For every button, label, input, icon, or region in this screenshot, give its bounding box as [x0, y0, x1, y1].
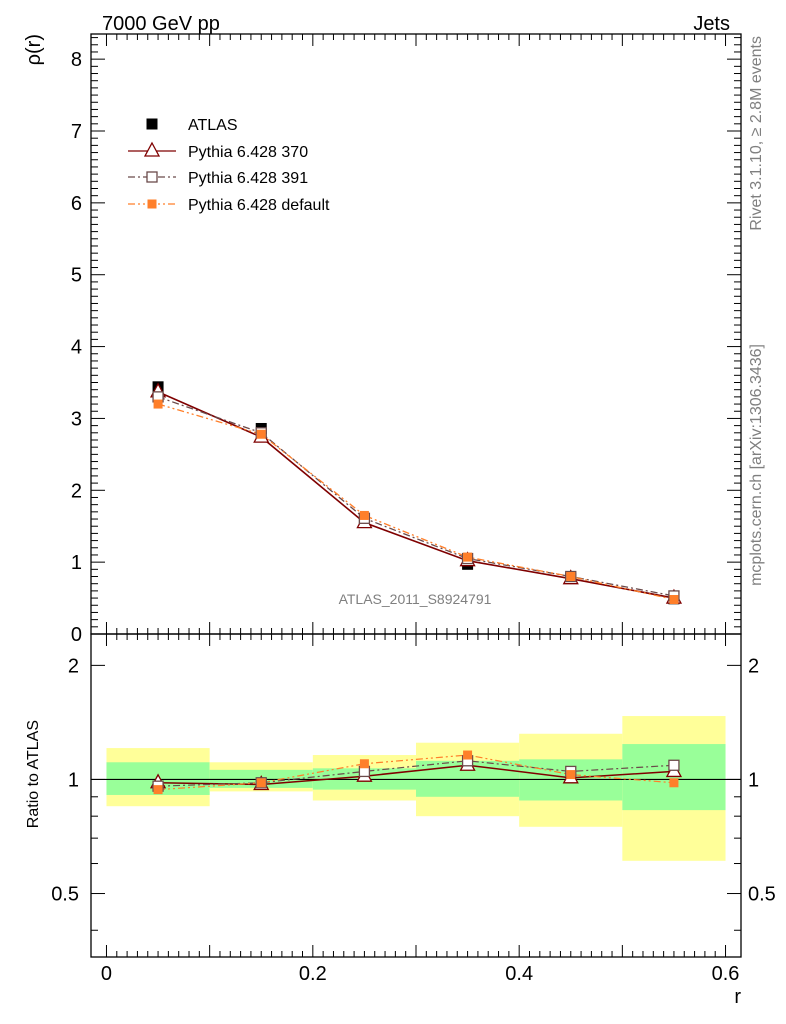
y-tick-label: 1 — [71, 552, 82, 574]
plot-layer: 0 0.2 0.4 0.6 0 1 2 3 4 5 6 7 8 0.5 0.5 1 1 2 2 ATLAS Pythia… — [51, 33, 776, 985]
analysis-label: ATLAS_2011_S8924791 — [339, 591, 492, 607]
ratio-2-point — [668, 759, 680, 771]
series-line-2 — [157, 396, 675, 597]
x-tick-label: 0 — [101, 963, 112, 985]
ratio-tick-label-right: 0.5 — [748, 884, 776, 906]
title-right: Jets — [693, 13, 730, 35]
series-3-point — [256, 429, 266, 439]
inner-uncertainty-band — [622, 744, 726, 811]
series-line-1 — [157, 391, 675, 599]
ratio-3-point — [256, 778, 266, 788]
series-3-point — [359, 510, 369, 520]
ratio-tick-label: 2 — [68, 655, 79, 677]
legend-label-1: Pythia 6.428 370 — [188, 144, 308, 161]
y-tick-label: 6 — [71, 193, 82, 215]
ratio-tick-label-right: 1 — [748, 769, 759, 791]
x-axis-label: r — [734, 986, 741, 1008]
legend-label-2: Pythia 6.428 391 — [188, 170, 308, 187]
y-tick-label: 2 — [71, 480, 82, 502]
ratio-y-axis-label: Ratio to ATLAS — [25, 720, 42, 828]
ratio-tick-label: 1 — [68, 769, 79, 791]
x-tick-label: 0.4 — [505, 963, 533, 985]
ratio-3-point — [359, 759, 369, 769]
legend: ATLAS Pythia 6.428 370 Pythia 6.428 391 Pyt… — [128, 117, 330, 214]
y-tick-label: 8 — [71, 49, 82, 71]
title-left: 7000 GeV pp — [102, 13, 220, 35]
rivet-label: Rivet 3.1.10, ≥ 2.8M events — [748, 36, 765, 231]
series-line-3 — [157, 403, 675, 601]
ratio-3-point — [566, 770, 576, 780]
y-tick-label: 7 — [71, 121, 82, 143]
series-3-point — [153, 399, 163, 409]
series-3-point — [463, 552, 473, 562]
y-tick-label: 3 — [71, 408, 82, 430]
y-tick-label: 4 — [71, 337, 82, 359]
x-tick-label: 0.2 — [299, 963, 327, 985]
series-3-point — [669, 595, 679, 605]
legend-marker-2 — [146, 171, 158, 183]
ratio-3-point — [669, 778, 679, 788]
x-tick-label: 0.6 — [712, 963, 740, 985]
y-tick-label: 0 — [71, 624, 82, 646]
ratio-tick-label: 0.5 — [51, 884, 79, 906]
y-tick-label: 5 — [71, 265, 82, 287]
series-3-point — [566, 572, 576, 582]
legend-label-atlas: ATLAS — [188, 117, 238, 134]
legend-marker-atlas — [146, 118, 158, 130]
ratio-3-point — [463, 750, 473, 760]
ratio-tick-label-right: 2 — [748, 655, 759, 677]
legend-label-3: Pythia 6.428 default — [188, 197, 330, 214]
ratio-line-3 — [158, 754, 674, 791]
y-axis-label: ρ(r) — [23, 34, 45, 65]
legend-marker-1 — [143, 141, 161, 157]
mcplots-label: mcplots.cern.ch [arXiv:1306.3436] — [748, 344, 765, 586]
legend-marker-3 — [147, 199, 157, 209]
ratio-3-point — [153, 785, 163, 795]
